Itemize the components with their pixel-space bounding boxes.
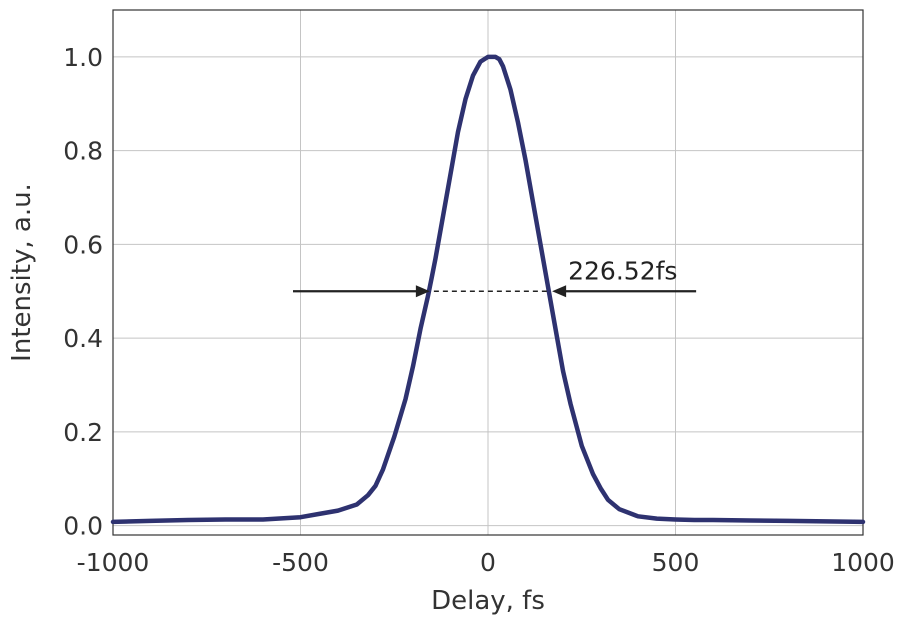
y-tick-label: 0.0 bbox=[63, 512, 103, 541]
x-axis-label: Delay, fs bbox=[431, 586, 545, 616]
x-tick-label: 500 bbox=[652, 548, 700, 577]
left-arrow-head bbox=[415, 285, 430, 298]
y-tick-label: 0.8 bbox=[63, 137, 103, 166]
y-tick-label: 0.6 bbox=[63, 230, 103, 259]
fwhm-label: 226.52fs bbox=[568, 256, 677, 285]
intensity-curve bbox=[110, 54, 866, 525]
grid bbox=[113, 10, 863, 535]
y-tick-label: 0.4 bbox=[63, 324, 103, 353]
y-tick-label: 1.0 bbox=[63, 43, 103, 72]
x-tick-label: 0 bbox=[480, 548, 496, 577]
x-tick-label: 1000 bbox=[831, 548, 895, 577]
plot-frame bbox=[112, 9, 864, 536]
y-tick-label: 0.2 bbox=[63, 418, 103, 447]
tick-labels: -1000 -500 0 500 1000 0.0 0.2 0.4 0.6 0.8 1.0 bbox=[63, 43, 895, 577]
right-arrow-head bbox=[552, 285, 567, 298]
x-tick-label: -1000 bbox=[77, 548, 150, 577]
fwhm-annotation: 226.52fs bbox=[293, 256, 697, 298]
y-axis-label: Intensity, a.u. bbox=[7, 183, 37, 362]
x-tick-label: -500 bbox=[272, 548, 329, 577]
